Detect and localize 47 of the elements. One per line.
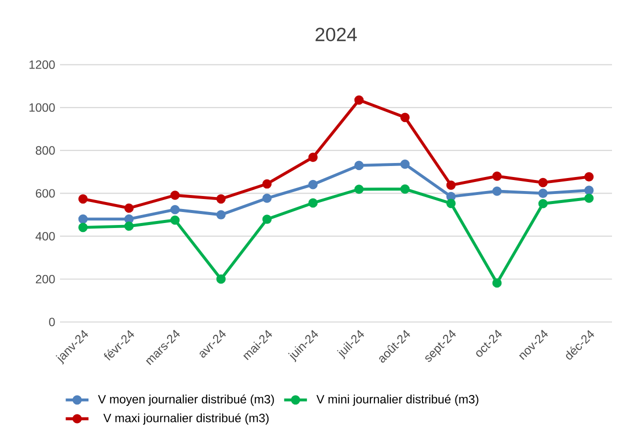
legend-label: V maxi journalier distribué (m3) bbox=[103, 413, 269, 425]
point bbox=[78, 222, 88, 232]
point bbox=[446, 198, 456, 208]
point bbox=[262, 194, 272, 203]
point bbox=[584, 186, 594, 195]
point bbox=[216, 274, 226, 284]
point bbox=[308, 198, 318, 208]
point bbox=[538, 198, 548, 208]
point bbox=[170, 204, 180, 214]
point bbox=[584, 172, 594, 182]
point bbox=[446, 192, 456, 202]
point bbox=[446, 180, 456, 190]
y-tick-label: 200 bbox=[36, 274, 55, 284]
point bbox=[124, 203, 134, 213]
point bbox=[78, 194, 88, 204]
y-tick-label: 600 bbox=[36, 189, 55, 198]
point bbox=[538, 188, 548, 198]
y-tick-label: 1000 bbox=[30, 103, 55, 112]
point bbox=[492, 186, 502, 196]
point bbox=[492, 172, 502, 181]
point bbox=[400, 184, 410, 194]
point bbox=[538, 178, 548, 188]
y-tick-label: 1200 bbox=[30, 60, 55, 69]
point bbox=[262, 179, 272, 189]
legend-label: V mini journalier distribué (m3) bbox=[316, 394, 478, 406]
point bbox=[308, 152, 318, 162]
point bbox=[354, 184, 364, 194]
point bbox=[124, 221, 134, 231]
point bbox=[354, 160, 364, 170]
point bbox=[354, 95, 364, 105]
point bbox=[216, 194, 226, 204]
point bbox=[492, 278, 502, 288]
point bbox=[400, 112, 410, 122]
point bbox=[400, 159, 410, 169]
point bbox=[170, 190, 180, 200]
legend-label: V moyen journalier distribué (m3) bbox=[98, 394, 274, 406]
y-tick-label: 0 bbox=[49, 318, 55, 326]
point bbox=[170, 215, 180, 225]
point bbox=[308, 180, 318, 190]
point bbox=[78, 214, 88, 224]
point bbox=[216, 210, 226, 220]
point bbox=[584, 194, 594, 203]
chart-title: 2024 bbox=[316, 28, 357, 42]
y-tick-label: 800 bbox=[36, 146, 55, 155]
point bbox=[124, 214, 134, 224]
y-tick-label: 400 bbox=[36, 232, 55, 240]
point bbox=[262, 214, 272, 224]
